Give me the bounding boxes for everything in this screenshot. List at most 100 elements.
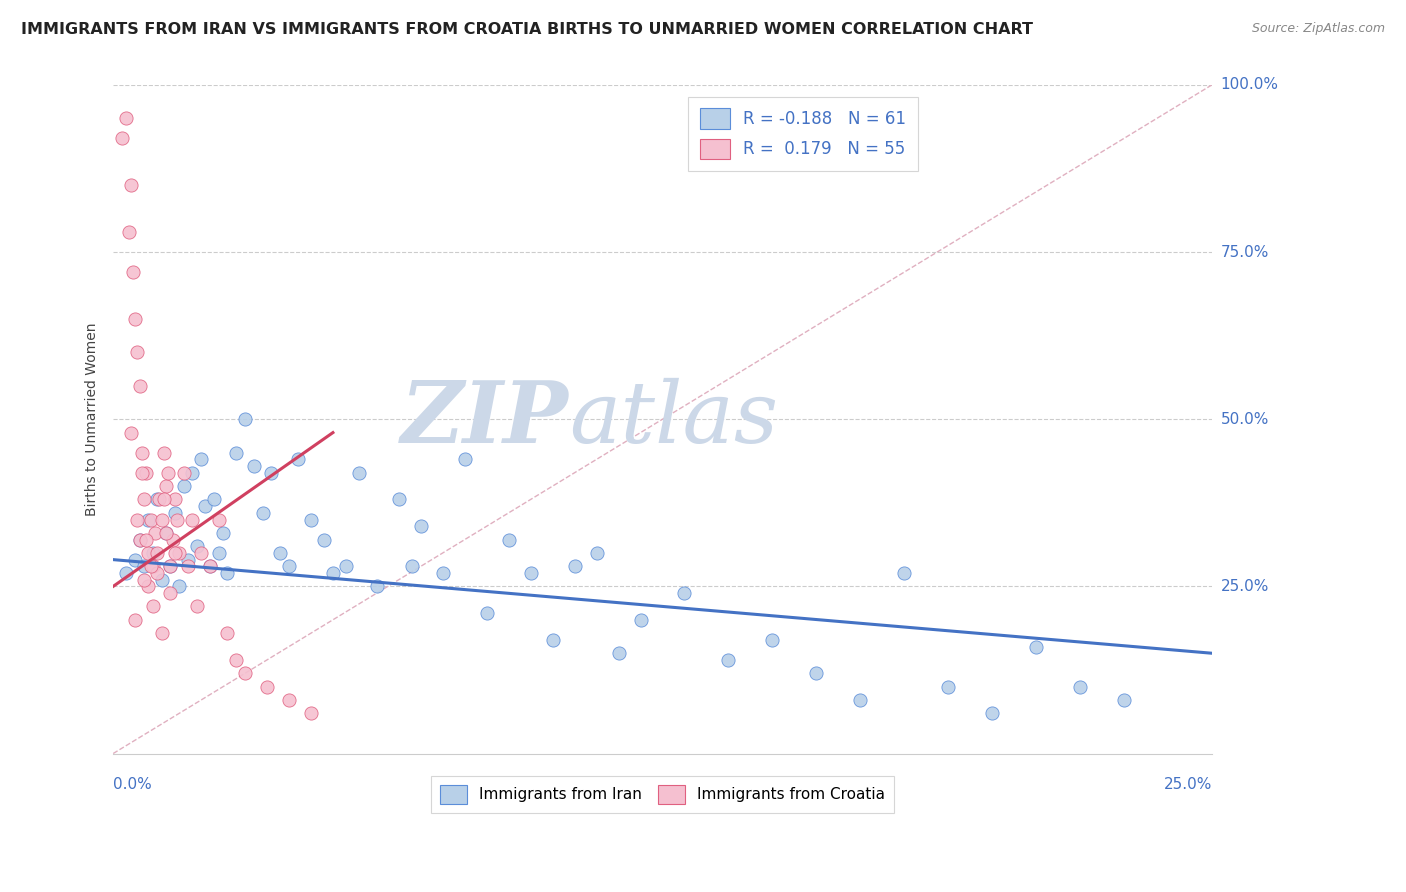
Point <box>163 506 186 520</box>
Text: 50.0%: 50.0% <box>1220 412 1270 426</box>
Point <box>173 479 195 493</box>
Point <box>124 613 146 627</box>
Point <box>177 552 200 566</box>
Point <box>120 178 142 193</box>
Point <box>349 466 371 480</box>
Point <box>135 466 157 480</box>
Point <box>142 546 165 560</box>
Point <box>128 533 150 547</box>
Point <box>299 706 322 721</box>
Point <box>225 445 247 459</box>
Point <box>198 559 221 574</box>
Point <box>194 499 217 513</box>
Point <box>138 546 160 560</box>
Point <box>212 525 235 540</box>
Point <box>159 586 181 600</box>
Point <box>124 552 146 566</box>
Point <box>454 452 477 467</box>
Point <box>135 533 157 547</box>
Point <box>475 606 498 620</box>
Point <box>181 512 204 526</box>
Point <box>150 512 173 526</box>
Point <box>115 112 138 126</box>
Point <box>1112 693 1135 707</box>
Point <box>673 586 696 600</box>
Point <box>150 626 173 640</box>
Legend: Immigrants from Iran, Immigrants from Croatia: Immigrants from Iran, Immigrants from Cr… <box>430 776 894 813</box>
Point <box>260 466 283 480</box>
Point <box>278 693 301 707</box>
Point <box>401 559 423 574</box>
Point <box>181 466 204 480</box>
Point <box>717 653 740 667</box>
Point <box>243 458 266 473</box>
Point <box>190 546 212 560</box>
Point <box>893 566 915 580</box>
Point <box>287 452 309 467</box>
Point <box>190 452 212 467</box>
Point <box>132 559 155 574</box>
Point <box>177 559 200 574</box>
Point <box>299 512 322 526</box>
Point <box>498 533 520 547</box>
Point <box>278 559 301 574</box>
Point <box>256 680 278 694</box>
Point <box>162 533 184 547</box>
Point <box>127 512 149 526</box>
Point <box>186 599 208 614</box>
Point <box>159 559 181 574</box>
Point <box>225 653 247 667</box>
Text: ZIP: ZIP <box>401 377 569 461</box>
Point <box>849 693 872 707</box>
Point <box>120 425 142 440</box>
Point <box>208 546 231 560</box>
Point <box>142 599 165 614</box>
Point <box>564 559 586 574</box>
Point <box>157 466 180 480</box>
Point <box>217 566 239 580</box>
Point <box>936 680 959 694</box>
Point <box>142 559 165 574</box>
Point <box>541 632 564 647</box>
Point <box>122 265 145 279</box>
Point <box>132 492 155 507</box>
Point <box>166 512 188 526</box>
Point <box>366 579 388 593</box>
Point <box>128 379 150 393</box>
Point <box>806 666 828 681</box>
Point <box>138 512 160 526</box>
Text: atlas: atlas <box>569 378 779 460</box>
Point <box>131 466 153 480</box>
Point <box>155 479 177 493</box>
Point <box>1069 680 1091 694</box>
Point <box>409 519 432 533</box>
Text: IMMIGRANTS FROM IRAN VS IMMIGRANTS FROM CROATIA BIRTHS TO UNMARRIED WOMEN CORREL: IMMIGRANTS FROM IRAN VS IMMIGRANTS FROM … <box>21 22 1033 37</box>
Point <box>127 345 149 359</box>
Text: 75.0%: 75.0% <box>1220 244 1270 260</box>
Point <box>117 225 139 239</box>
Point <box>981 706 1004 721</box>
Point <box>155 525 177 540</box>
Point <box>322 566 344 580</box>
Point <box>148 492 170 507</box>
Point <box>128 533 150 547</box>
Point <box>607 646 630 660</box>
Point <box>155 525 177 540</box>
Point <box>233 412 256 426</box>
Point <box>131 445 153 459</box>
Point <box>163 492 186 507</box>
Point <box>173 466 195 480</box>
Point <box>139 559 162 574</box>
Point <box>132 573 155 587</box>
Point <box>519 566 541 580</box>
Point <box>314 533 336 547</box>
Point <box>138 579 160 593</box>
Point <box>217 626 239 640</box>
Point <box>143 525 166 540</box>
Point <box>252 506 274 520</box>
Point <box>146 492 169 507</box>
Point <box>202 492 225 507</box>
Point <box>186 539 208 553</box>
Point <box>146 566 169 580</box>
Point <box>388 492 411 507</box>
